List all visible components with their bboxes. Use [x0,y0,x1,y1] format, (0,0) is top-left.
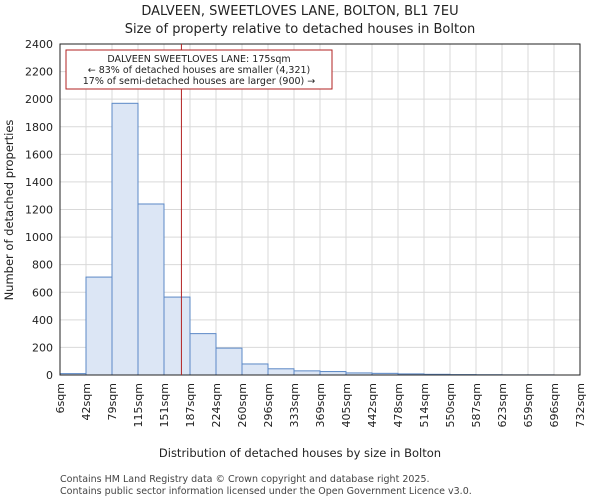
histogram-bar [215,347,243,376]
x-tick-label: 296sqm [262,383,275,427]
x-axis-label: Distribution of detached houses by size … [159,446,441,460]
x-tick-label: 514sqm [418,383,431,427]
chart-title: DALVEEN, SWEETLOVES LANE, BOLTON, BL1 7E… [141,4,458,19]
y-tick-label: 400 [32,314,53,327]
y-tick-label: 200 [32,341,53,354]
annotation-line-1: DALVEEN SWEETLOVES LANE: 175sqm [107,54,290,65]
x-tick-label: 659sqm [522,383,535,427]
y-tick-label: 1600 [25,148,53,161]
x-tick-label: 6sqm [54,383,67,413]
x-tick-label: 478sqm [392,383,405,427]
y-tick-label: 1400 [25,176,53,189]
x-tick-label: 79sqm [106,383,119,420]
y-tick-label: 1200 [25,204,53,217]
x-tick-label: 442sqm [366,383,379,427]
y-axis-label: Number of detached properties [2,120,16,301]
annotation-line-2: ← 83% of detached houses are smaller (4,… [88,65,311,76]
histogram-bar [163,296,191,376]
footer-line-1: Contains HM Land Registry data © Crown c… [60,474,430,485]
x-tick-label: 42sqm [80,383,93,420]
histogram-bar [111,102,139,376]
histogram-bar [85,276,113,376]
y-tick-label: 800 [32,259,53,272]
y-tick-label: 0 [46,369,53,382]
x-tick-label: 151sqm [158,383,171,427]
annotation-frame [65,49,333,90]
x-tick-label: 623sqm [496,383,509,427]
annotation-box: DALVEEN SWEETLOVES LANE: 175sqm ← 83% of… [65,49,333,90]
x-tick-label: 260sqm [236,383,249,427]
x-tick-label: 224sqm [210,383,223,427]
x-tick-label: 187sqm [184,383,197,427]
y-tick-label: 2000 [25,93,53,106]
y-tick-label: 600 [32,286,53,299]
y-tick-layer: 0 200 400 600 800 1000 1200 1400 1600 1800 2000 220… [25,38,53,382]
x-tick-label: 115sqm [132,383,145,427]
x-tick-label: 333sqm [288,383,301,427]
x-tick-label: 732sqm [574,383,587,427]
x-tick-label: 696sqm [548,383,561,427]
plot-frame [59,43,581,376]
x-tick-label: 405sqm [340,383,353,427]
y-tick-label: 2200 [25,66,53,79]
chart-subtitle: Size of property relative to detached ho… [125,22,476,37]
histogram-bar [319,371,347,376]
histogram-bar [241,363,269,376]
x-tick-label: 369sqm [314,383,327,427]
histogram-bar [137,203,165,376]
histogram-bar [189,333,217,376]
y-tick-label: 1800 [25,121,53,134]
bar-layer [59,102,555,376]
x-tick-layer: 6sqm 42sqm 79sqm 115sqm 151sqm 187sqm 224sqm 26… [54,383,587,427]
histogram-bar [293,370,321,376]
x-tick-label: 587sqm [470,383,483,427]
x-tick-label: 550sqm [444,383,457,427]
histogram-bar [267,368,295,376]
footer-line-2: Contains public sector information licen… [60,486,472,497]
annotation-line-3: 17% of semi-detached houses are larger (… [83,76,316,87]
y-tick-label: 1000 [25,231,53,244]
y-tick-label: 2400 [25,38,53,51]
